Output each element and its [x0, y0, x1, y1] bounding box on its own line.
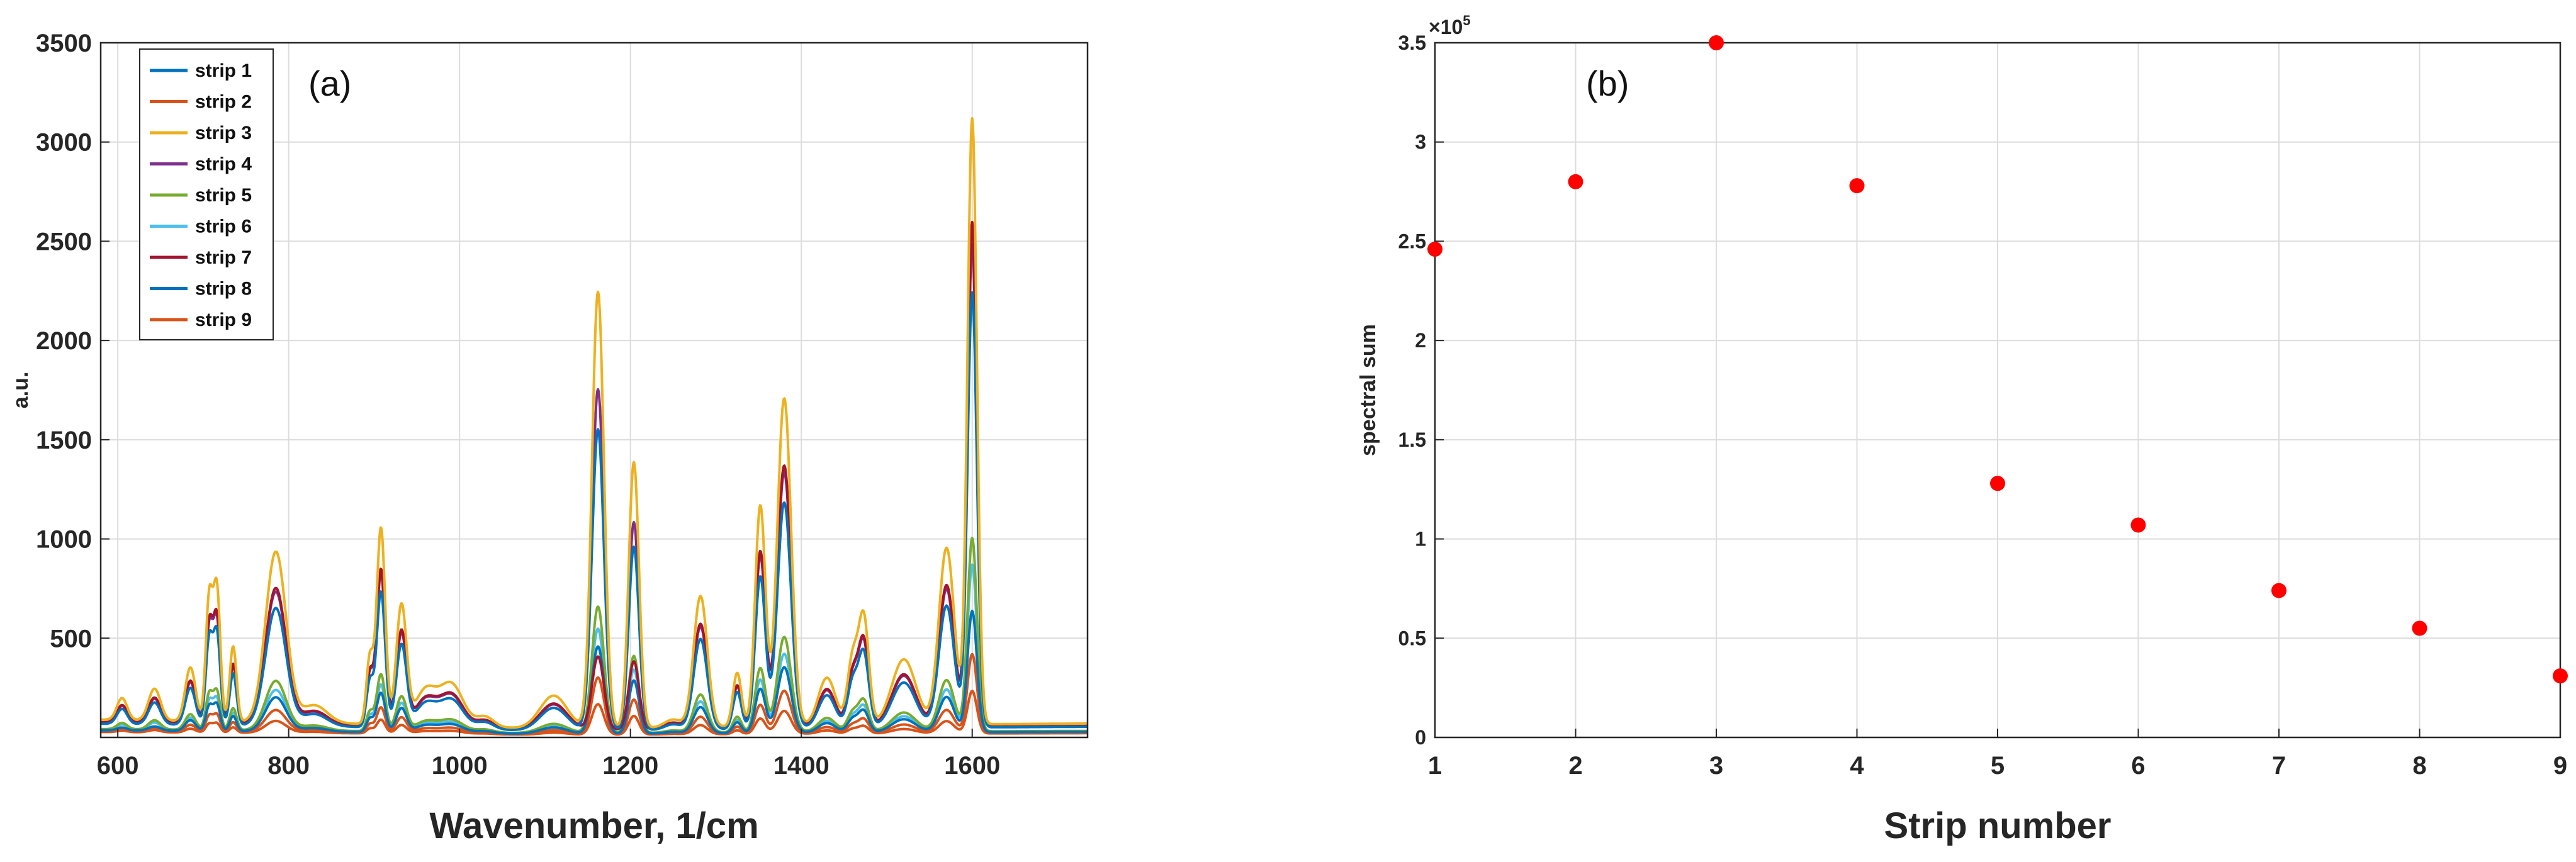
spectra-x-ticks: 600 800 1000 1200 1400 1600: [97, 729, 1000, 780]
series-line-strip-5: [100, 537, 1088, 734]
x-tick-label: 7: [2272, 752, 2286, 780]
y-tick-label: 3500: [36, 30, 92, 57]
spectral-sum-points: [1427, 35, 2568, 684]
x-tick-label: 3: [1709, 752, 1723, 780]
x-tick-label: 1: [1428, 752, 1442, 780]
x-tick-label: 1000: [432, 752, 488, 780]
legend-label: strip 7: [195, 247, 252, 268]
series-line-strip-9: [100, 690, 1088, 736]
exponent-label: ×105: [1429, 13, 1471, 38]
series-line-strip-3: [100, 117, 1088, 729]
data-point-strip-3: [1709, 35, 1724, 50]
x-tick-label: 9: [2553, 752, 2567, 780]
legend-label: strip 1: [195, 60, 252, 81]
x-tick-label: 8: [2412, 752, 2426, 780]
y-tick-label: 1000: [36, 526, 92, 554]
y-tick-label: 1500: [36, 427, 92, 454]
x-tick-label: 2: [1568, 752, 1582, 780]
y-tick-label: 3000: [36, 129, 92, 157]
y-tick-label: 2.5: [1398, 230, 1426, 252]
x-tick-label: 5: [1991, 752, 2005, 780]
series-line-strip-2: [100, 652, 1088, 736]
data-point-strip-6: [2130, 517, 2146, 533]
spectra-legend: strip 1 strip 2 strip 3 strip 4 strip 5 strip…: [139, 48, 274, 340]
spectra-y-axis-label: a.u.: [9, 372, 33, 409]
legend-label: strip 3: [195, 123, 252, 143]
exponent-power: 5: [1463, 13, 1470, 28]
x-tick-label: 1200: [602, 752, 658, 780]
data-point-strip-7: [2271, 583, 2286, 598]
series-line-strip-8: [100, 291, 1088, 731]
legend-label: strip 5: [195, 185, 252, 206]
x-tick-label: 800: [267, 752, 310, 780]
x-tick-label: 6: [2131, 752, 2145, 780]
y-tick-label: 1: [1415, 528, 1426, 551]
spectra-panel-label: (a): [308, 64, 351, 103]
x-tick-label: 600: [97, 752, 139, 780]
series-line-strip-7: [100, 221, 1088, 730]
spectra-panel: 600 800 1000 1200 1400 1600 500 1000 1500 2000 25…: [9, 30, 1089, 846]
x-tick-label: 1400: [773, 752, 830, 780]
y-tick-label: 2: [1415, 329, 1426, 352]
data-point-strip-5: [1990, 476, 2005, 491]
spectral-sum-x-ticks: 1 2 3 4 5 6 7 8 9: [1428, 729, 2567, 780]
y-tick-label: 0.5: [1398, 627, 1426, 649]
y-tick-label: 2000: [36, 327, 92, 355]
spectra-series-lines: [100, 117, 1088, 736]
spectra-x-axis-label: Wavenumber, 1/cm: [429, 805, 758, 846]
data-point-strip-1: [1427, 242, 1443, 257]
spectral-sum-y-ticks: 0 0.5 1 1.5 2 2.5 3 3.5: [1398, 31, 1444, 749]
data-point-strip-4: [1849, 178, 1865, 194]
legend-label: strip 6: [195, 216, 252, 237]
y-tick-label: 1.5: [1398, 428, 1426, 451]
legend-label: strip 2: [195, 92, 252, 113]
data-point-strip-9: [2553, 668, 2568, 684]
y-tick-label: 2500: [36, 228, 92, 255]
spectra-y-ticks: 500 1000 1500 2000 2500 3000 3500: [36, 30, 110, 652]
y-tick-label: 0: [1415, 726, 1426, 749]
legend-label: strip 9: [195, 310, 252, 330]
x-tick-label: 4: [1850, 752, 1864, 780]
legend-label: strip 8: [195, 279, 252, 299]
data-point-strip-2: [1568, 174, 1583, 189]
y-tick-label: 500: [50, 625, 92, 652]
y-tick-label: 3: [1415, 131, 1426, 154]
y-tick-label: 3.5: [1398, 31, 1426, 54]
exponent-base: ×10: [1429, 16, 1463, 38]
legend-label: strip 4: [195, 154, 252, 175]
spectral-sum-panel-label: (b): [1586, 64, 1629, 103]
spectra-axes-box: [99, 42, 1089, 739]
data-point-strip-8: [2412, 620, 2427, 636]
spectral-sum-y-axis-label: spectral sum: [1356, 324, 1380, 456]
spectral-sum-x-axis-label: Strip number: [1884, 805, 2112, 846]
x-tick-label: 1600: [944, 752, 1000, 780]
